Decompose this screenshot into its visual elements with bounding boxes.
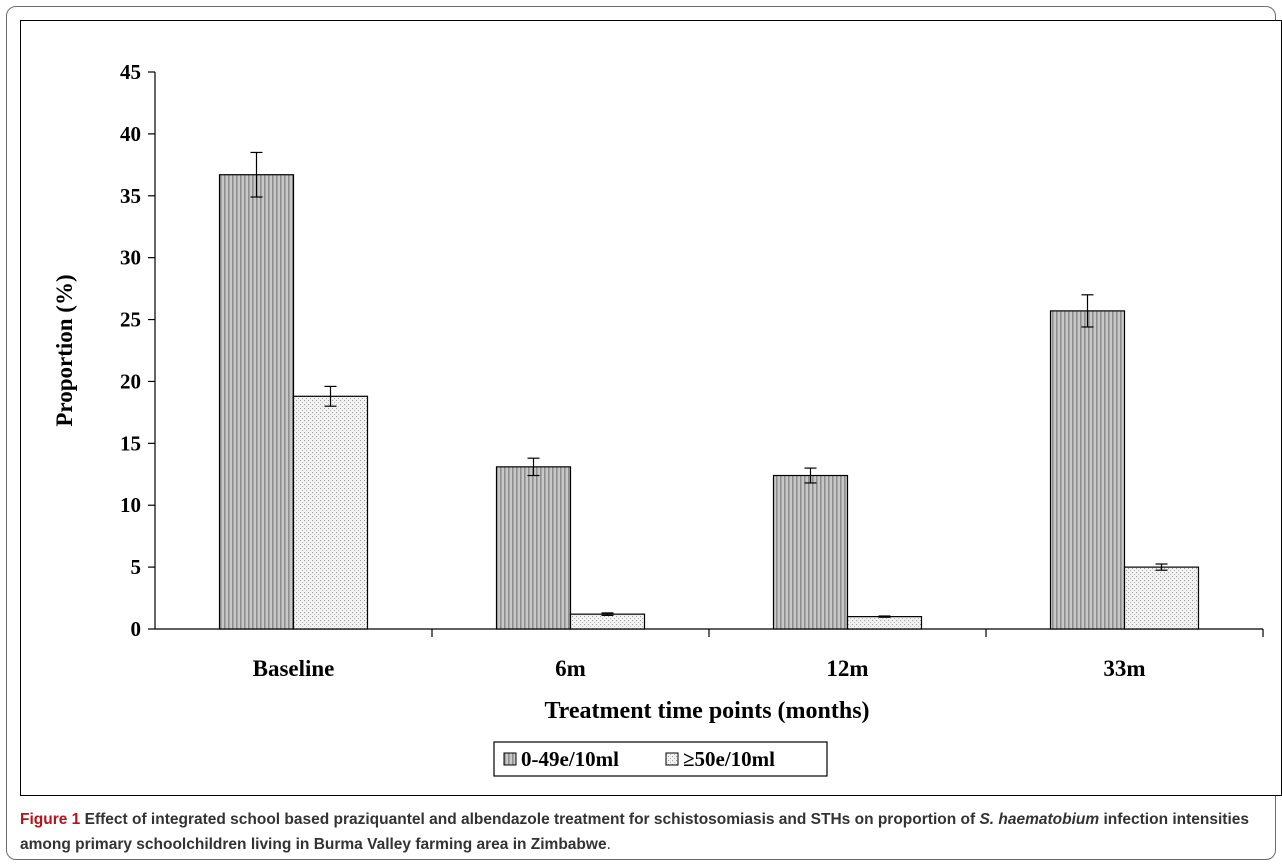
x-tick-label: 33m (1103, 656, 1145, 681)
caption-label: Figure 1 (20, 811, 81, 828)
y-tick-label: 20 (120, 369, 141, 393)
legend-label-series-2: ≥50e/10ml (683, 747, 775, 771)
y-tick-label: 15 (120, 431, 141, 455)
y-tick-label: 40 (120, 122, 141, 146)
legend-label-series-1: 0-49e/10ml (521, 747, 619, 771)
caption-species: S. haematobium (979, 811, 1100, 828)
bar-12m-series-1 (772, 474, 849, 630)
bar-33m-series-1 (1049, 310, 1126, 630)
figure-caption: Figure 1 Effect of integrated school bas… (20, 807, 1272, 857)
legend-swatch-series-1 (503, 752, 517, 766)
y-tick-label: 30 (120, 246, 141, 270)
x-axis-label: Treatment time points (months) (544, 698, 869, 724)
bar-baseline-series-2 (292, 395, 369, 630)
y-tick-label: 5 (131, 555, 142, 579)
caption-text-1: Effect of integrated school based praziq… (84, 811, 980, 828)
legend-box (493, 741, 828, 777)
x-tick-label: Baseline (253, 656, 335, 681)
caption-text-2: infection intensities among primary scho… (20, 811, 1250, 853)
x-tick-label: 12m (826, 656, 868, 681)
bar-baseline-series-1 (218, 174, 295, 630)
bar-chart: 0 5 10 15 20 25 30 35 40 45 Proportion (%) Baseline… (52, 60, 1264, 777)
caption-end: . (606, 836, 611, 853)
y-tick-label: 35 (120, 184, 141, 208)
bar-6m-series-2 (569, 613, 646, 630)
y-tick-label: 45 (120, 60, 141, 84)
legend-swatch-series-2 (665, 752, 679, 766)
bar-12m-series-2 (846, 616, 923, 630)
bar-33m-series-2 (1123, 566, 1200, 630)
x-tick-label: 6m (555, 656, 586, 681)
y-tick-label: 25 (120, 308, 141, 332)
y-tick-label: 0 (131, 617, 142, 641)
y-tick-label: 10 (120, 493, 141, 517)
bar-6m-series-1 (495, 466, 572, 630)
y-axis-label: Proportion (%) (52, 274, 77, 426)
